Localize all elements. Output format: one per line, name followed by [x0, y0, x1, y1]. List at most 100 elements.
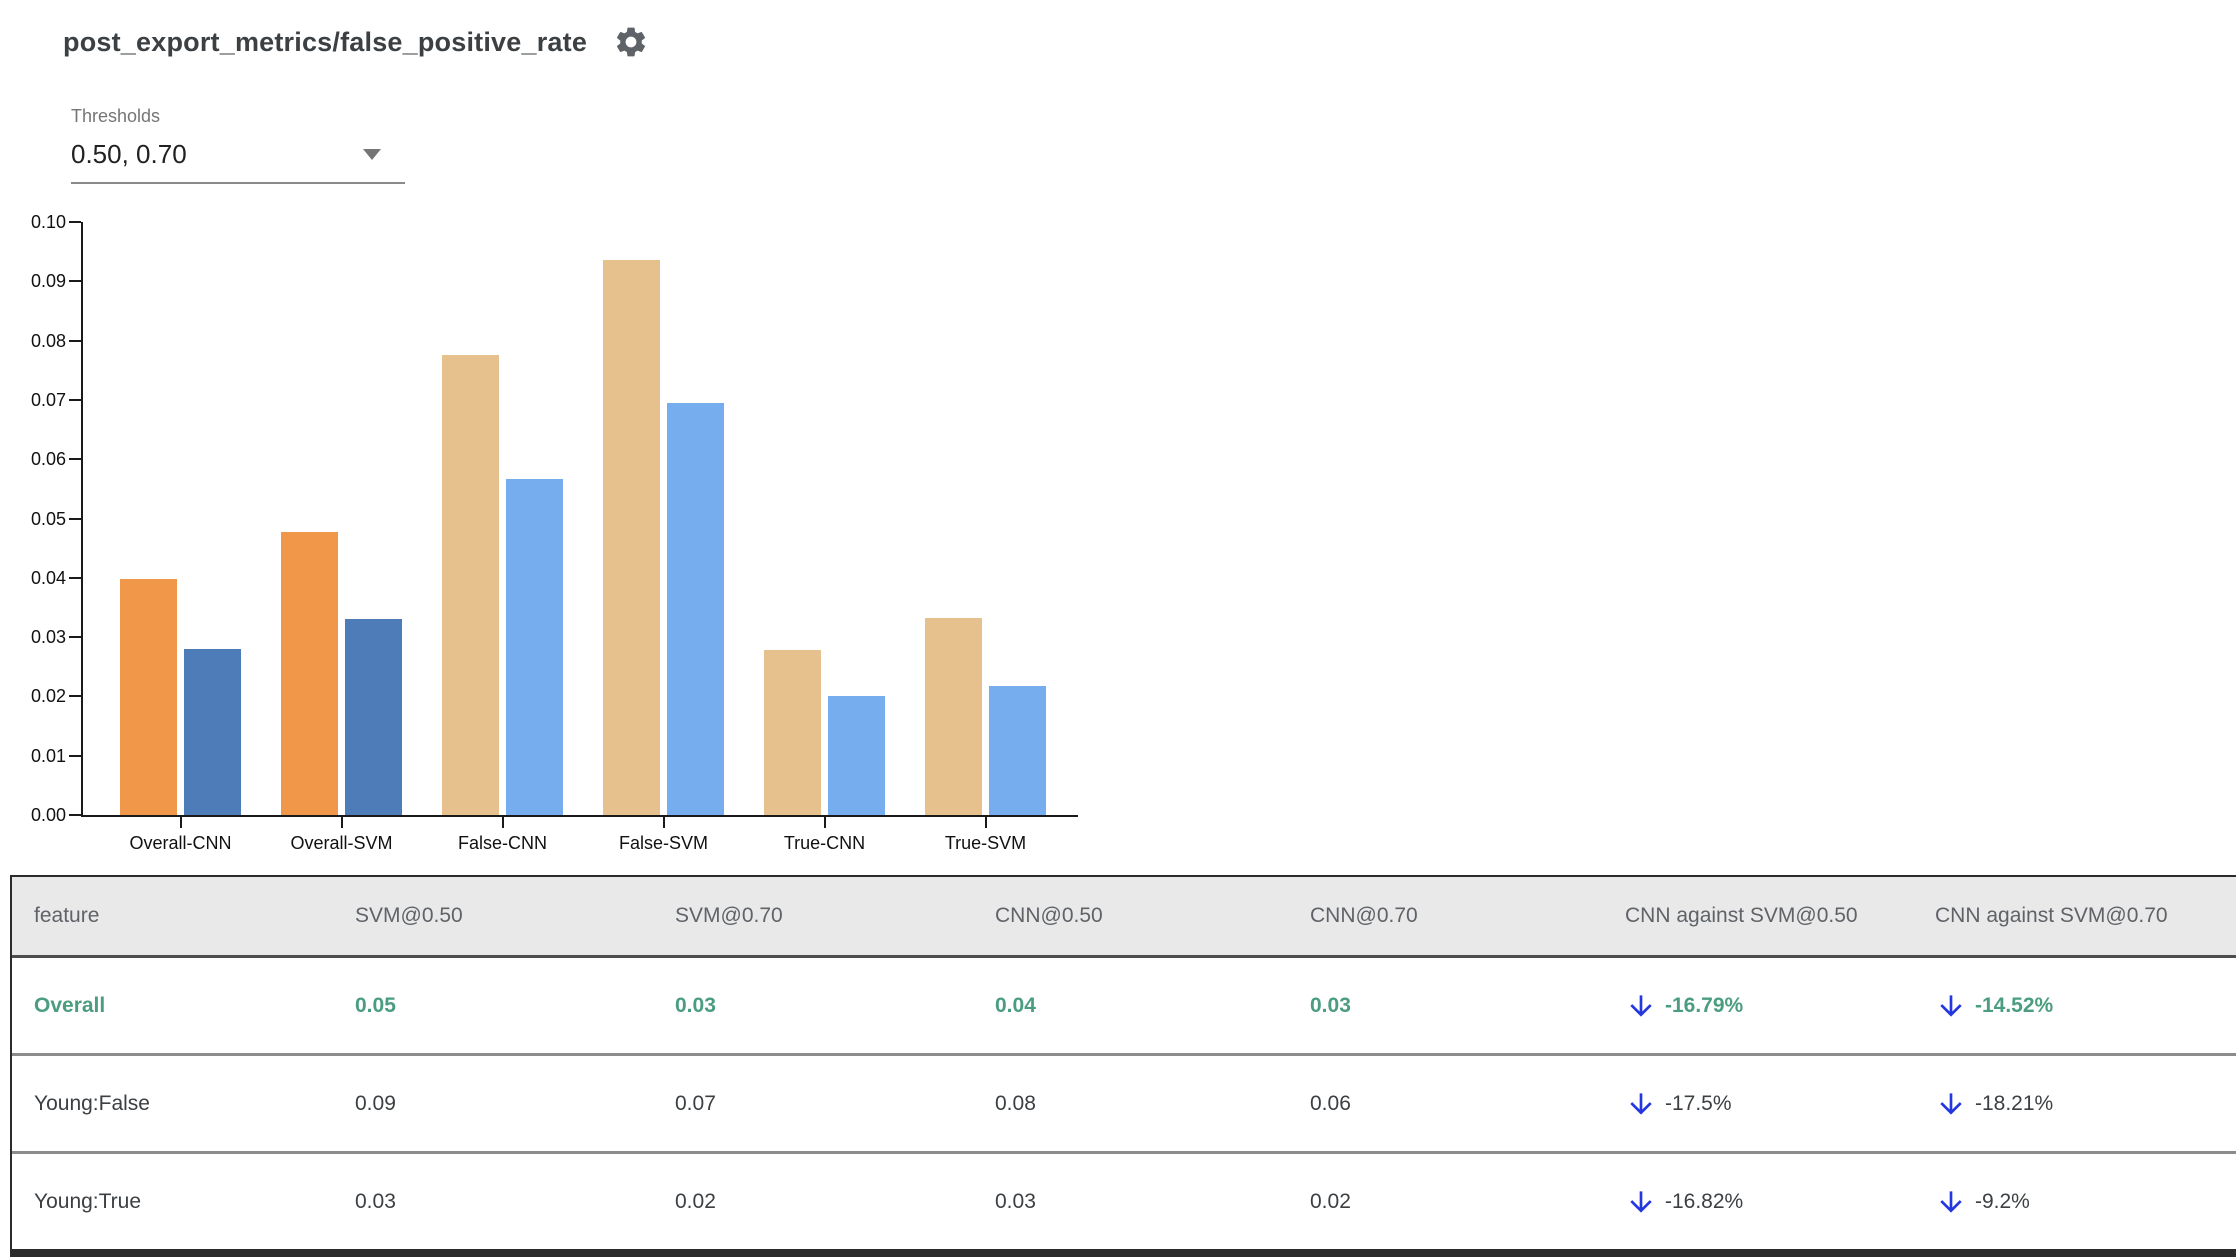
y-axis-tick-label: 0.04	[30, 567, 66, 588]
value-cell: 0.07	[675, 1091, 716, 1115]
x-axis-tick-mark	[984, 815, 987, 828]
bar-Overall-SVM@0.50[interactable]	[281, 532, 338, 815]
comparison-cell: -14.52%	[1925, 990, 2236, 1022]
comparison-cell: -17.5%	[1615, 1088, 1925, 1120]
settings-gear-icon[interactable]	[613, 24, 649, 60]
comparison-percent: -16.82%	[1665, 1189, 1744, 1213]
bar-True-SVM@0.50[interactable]	[925, 618, 982, 815]
table-header-cell: CNN against SVM@0.50	[1625, 904, 1858, 927]
comparison-percent: -18.21%	[1975, 1091, 2054, 1115]
y-axis-tick-mark	[69, 398, 81, 401]
false-positive-rate-bar-chart: 0.00 0.01 0.02 0.03 0.04 0.05 0.06 0.07 0.08 0.09…	[0, 200, 1120, 880]
value-cell: 0.05	[355, 993, 396, 1017]
comparison-cell: -16.82%	[1615, 1186, 1925, 1218]
table-header-cell: SVM@0.70	[675, 904, 783, 927]
y-axis-tick-label: 0.02	[30, 686, 66, 707]
feature-cell: Young:False	[34, 1091, 150, 1115]
arrow-down-icon	[1935, 990, 1967, 1022]
y-axis-tick-mark	[69, 636, 81, 639]
y-axis-tick-label: 0.07	[30, 389, 66, 410]
y-axis-tick-mark	[69, 339, 81, 342]
table-header-cell: CNN@0.70	[1310, 904, 1418, 927]
arrow-down-icon	[1625, 1088, 1657, 1120]
y-axis-tick-mark	[69, 754, 81, 757]
bar-False-CNN@0.70[interactable]	[506, 479, 563, 815]
metrics-table: feature SVM@0.50 SVM@0.70 CNN@0.50 CNN@0.70 C…	[10, 875, 2236, 1257]
x-axis-group-label: True-CNN	[783, 833, 866, 853]
comparison-percent: -17.5%	[1665, 1091, 1732, 1115]
y-axis-tick-label: 0.01	[30, 745, 66, 766]
value-cell: 0.03	[355, 1189, 396, 1213]
x-axis-group-label: True-SVM	[944, 833, 1027, 853]
y-axis-tick-mark	[69, 517, 81, 520]
x-axis-tick-mark	[662, 815, 665, 828]
y-axis-line	[81, 222, 83, 817]
bar-False-CNN@0.50[interactable]	[442, 355, 499, 815]
arrow-down-icon	[1935, 1186, 1967, 1218]
table-row[interactable]: Young:False 0.09 0.07 0.08 0.06 -17.5% -18.21%	[12, 1053, 2236, 1151]
value-cell: 0.06	[1310, 1091, 1351, 1115]
comparison-cell: -18.21%	[1925, 1088, 2236, 1120]
y-axis-tick-mark	[69, 814, 81, 816]
arrow-down-icon	[1625, 990, 1657, 1022]
y-axis-tick-label: 0.06	[30, 449, 66, 470]
x-axis-group-label: False-CNN	[457, 833, 547, 853]
y-axis-tick-label: 0.09	[30, 271, 66, 292]
bar-True-CNN@0.70[interactable]	[828, 696, 885, 815]
x-axis-group-label: Overall-SVM	[290, 833, 393, 853]
table-header-cell: CNN against SVM@0.70	[1935, 904, 2168, 927]
y-axis-tick-mark	[69, 221, 81, 223]
metric-header: post_export_metrics/false_positive_rate	[63, 24, 649, 60]
bar-False-SVM@0.50[interactable]	[603, 260, 660, 815]
feature-cell: Overall	[34, 993, 106, 1017]
y-axis-tick-label: 0.03	[30, 627, 66, 648]
thresholds-value: 0.50, 0.70	[71, 139, 187, 169]
comparison-percent: -14.52%	[1975, 993, 2054, 1017]
y-axis-tick-label: 0.08	[30, 330, 66, 351]
value-cell: 0.09	[355, 1091, 396, 1115]
metric-title: post_export_metrics/false_positive_rate	[63, 26, 588, 57]
y-axis-tick-mark	[69, 458, 81, 461]
bar-Overall-SVM@0.70[interactable]	[345, 619, 402, 815]
x-axis-tick-mark	[340, 815, 343, 828]
value-cell: 0.08	[995, 1091, 1036, 1115]
x-axis-group-label: False-SVM	[618, 833, 708, 853]
y-axis-tick-label: 0.05	[30, 508, 66, 529]
y-axis-tick-mark	[69, 576, 81, 579]
value-cell: 0.02	[1310, 1189, 1351, 1213]
bar-Overall-CNN@0.70[interactable]	[184, 649, 241, 815]
value-cell: 0.03	[1310, 993, 1351, 1017]
thresholds-label: Thresholds	[71, 106, 161, 126]
thresholds-dropdown[interactable]: Thresholds 0.50, 0.70	[71, 106, 405, 184]
y-axis-tick-label: 0.10	[30, 212, 66, 232]
x-axis-tick-mark	[179, 815, 182, 828]
bar-True-CNN@0.50[interactable]	[764, 650, 821, 815]
value-cell: 0.03	[675, 993, 716, 1017]
y-axis-tick-mark	[69, 695, 81, 698]
comparison-cell: -16.79%	[1615, 990, 1925, 1022]
value-cell: 0.03	[995, 1189, 1036, 1213]
table-header-cell: SVM@0.50	[355, 904, 463, 927]
value-cell: 0.02	[675, 1189, 716, 1213]
x-axis-line	[81, 815, 1078, 817]
chevron-down-icon	[363, 149, 381, 160]
feature-cell: Young:True	[34, 1189, 142, 1213]
x-axis-tick-mark	[823, 815, 826, 828]
table-header-cell: CNN@0.50	[995, 904, 1103, 927]
y-axis-tick-mark	[69, 280, 81, 283]
arrow-down-icon	[1935, 1088, 1967, 1120]
y-axis-tick-label: 0.00	[30, 805, 66, 825]
comparison-percent: -9.2%	[1975, 1189, 2030, 1213]
thresholds-select[interactable]: 0.50, 0.70	[71, 131, 405, 184]
table-row[interactable]: Overall 0.05 0.03 0.04 0.03 -16.79% -14.52%	[12, 958, 2236, 1053]
table-row[interactable]: Young:True 0.03 0.02 0.03 0.02 -16.82% -9.2%	[12, 1151, 2236, 1249]
bar-True-SVM@0.70[interactable]	[989, 686, 1046, 815]
bar-False-SVM@0.70[interactable]	[667, 403, 724, 815]
bar-Overall-CNN@0.50[interactable]	[120, 579, 177, 815]
arrow-down-icon	[1625, 1186, 1657, 1218]
value-cell: 0.04	[995, 993, 1036, 1017]
comparison-percent: -16.79%	[1665, 993, 1744, 1017]
x-axis-group-label: Overall-CNN	[129, 833, 232, 853]
x-axis-tick-mark	[501, 815, 504, 828]
table-header-cell: feature	[34, 904, 100, 927]
